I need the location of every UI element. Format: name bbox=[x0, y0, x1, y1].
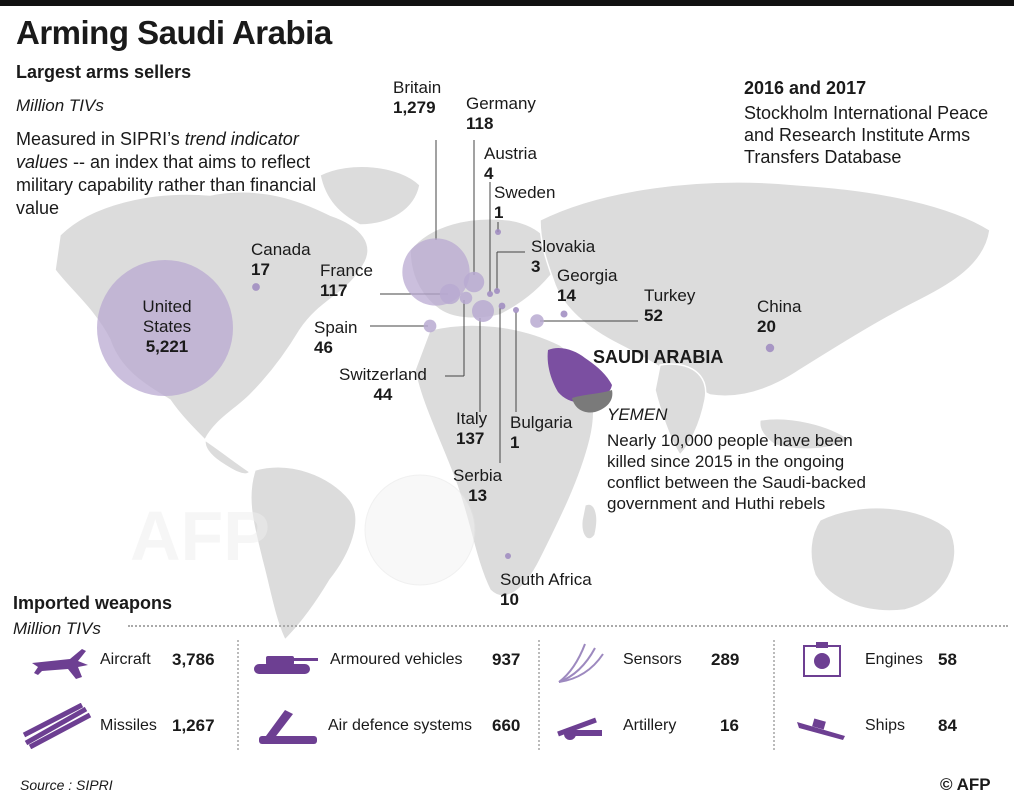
period-label: 2016 and 2017 bbox=[744, 78, 867, 98]
india-land bbox=[654, 363, 707, 457]
page-subtitle: Largest arms sellers bbox=[16, 62, 192, 82]
imports-title: Imported weapons bbox=[13, 593, 173, 613]
label-germany: Germany 118 bbox=[466, 94, 536, 133]
bubble-austria bbox=[487, 291, 493, 297]
description-em: trend indicator values bbox=[16, 129, 299, 172]
import-ships-value: 84 bbox=[938, 716, 957, 735]
import-engines-label: Engines bbox=[865, 651, 923, 668]
bubble-spain bbox=[423, 319, 437, 333]
import-armoured-value: 937 bbox=[492, 650, 521, 669]
label-switzerland: Switzerland 44 bbox=[339, 365, 427, 404]
bubble-united-states bbox=[97, 260, 233, 396]
top-rule bbox=[0, 0, 1014, 6]
import-sensors-value: 289 bbox=[711, 650, 740, 669]
greenland-land bbox=[319, 165, 421, 226]
unit-label: Million TIVs bbox=[16, 96, 104, 115]
yemen-shape bbox=[572, 390, 613, 413]
bubble-switzerland bbox=[459, 291, 473, 305]
svg-text:AFP: AFP bbox=[130, 497, 270, 575]
import-artillery-label: Artillery bbox=[623, 717, 677, 734]
asia-land bbox=[539, 181, 991, 397]
tank-icon bbox=[254, 656, 318, 674]
label-sweden: Sweden 1 bbox=[494, 183, 556, 222]
bubble-slovakia bbox=[494, 288, 500, 294]
label-france: France 117 bbox=[320, 261, 373, 300]
bubble-serbia bbox=[498, 302, 506, 310]
source-database: Stockholm International Peace and Resear… bbox=[744, 103, 989, 167]
label-turkey: Turkey 52 bbox=[644, 286, 696, 325]
bubble-bulgaria bbox=[513, 307, 519, 313]
label-bulgaria: Bulgaria 1 bbox=[510, 413, 573, 452]
bubble-sweden bbox=[495, 229, 501, 235]
sensor-icon bbox=[558, 643, 604, 683]
import-air-defence-value: 660 bbox=[492, 716, 521, 735]
missile-icon bbox=[22, 703, 92, 749]
bubble-south-africa bbox=[505, 553, 511, 559]
imports-unit: Million TIVs bbox=[13, 619, 101, 638]
bubble-georgia bbox=[560, 310, 568, 318]
yemen-note: Nearly 10,000 people have been killed si… bbox=[607, 431, 866, 513]
bubble-france bbox=[439, 283, 461, 305]
seller-bubbles bbox=[97, 229, 775, 559]
central-america-land bbox=[204, 438, 252, 475]
imports-column-separator bbox=[538, 640, 540, 750]
land-masses bbox=[54, 165, 991, 642]
bubble-turkey bbox=[530, 314, 544, 328]
source-note: Source : SIPRI bbox=[20, 777, 113, 793]
yemen-label: YEMEN bbox=[607, 405, 668, 424]
label-spain: Spain 46 bbox=[314, 318, 358, 357]
import-aircraft-label: Aircraft bbox=[100, 651, 151, 668]
label-britain: Britain 1,279 bbox=[393, 78, 442, 117]
label-georgia: Georgia 14 bbox=[557, 266, 618, 305]
engine-icon bbox=[803, 642, 841, 677]
page-title: Arming Saudi Arabia bbox=[16, 14, 332, 51]
bubble-italy bbox=[471, 299, 495, 323]
import-aircraft-value: 3,786 bbox=[172, 650, 215, 669]
import-engines-value: 58 bbox=[938, 650, 957, 669]
label-united-states: United States 5,221 bbox=[142, 297, 192, 356]
label-china: China 20 bbox=[757, 297, 802, 336]
import-sensors-label: Sensors bbox=[623, 651, 682, 668]
import-armoured-label: Armoured vehicles bbox=[330, 651, 463, 668]
label-italy: Italy 137 bbox=[456, 409, 488, 448]
description-prefix: Measured in SIPRI’s bbox=[16, 129, 185, 149]
leader-lines bbox=[370, 140, 638, 463]
south-america-land bbox=[250, 466, 357, 642]
afp-credit: © AFP bbox=[940, 775, 991, 794]
bubble-canada bbox=[252, 283, 260, 291]
saudi-arabia-label: SAUDI ARABIA bbox=[593, 347, 724, 367]
import-ships-label: Ships bbox=[865, 717, 906, 734]
label-south-africa: South Africa 10 bbox=[500, 570, 592, 609]
southeast-asia-land bbox=[758, 417, 852, 450]
bubble-china bbox=[765, 343, 775, 353]
australia-land bbox=[810, 506, 956, 612]
label-austria: Austria 4 bbox=[484, 144, 537, 183]
description: Measured in SIPRI’s trend indicator valu… bbox=[16, 128, 336, 220]
madagascar-land bbox=[580, 503, 598, 540]
label-slovakia: Slovakia 3 bbox=[531, 237, 596, 276]
label-canada: Canada 17 bbox=[251, 240, 311, 279]
label-serbia: Serbia 13 bbox=[453, 466, 503, 505]
artillery-icon bbox=[557, 717, 602, 740]
ship-icon bbox=[797, 718, 845, 740]
africa-land bbox=[414, 324, 595, 597]
imports-divider bbox=[128, 625, 1008, 627]
bubble-germany bbox=[463, 271, 485, 293]
air-defence-icon bbox=[259, 710, 317, 744]
description-suffix: -- an index that aims to reflect militar… bbox=[16, 152, 317, 218]
import-air-defence-label: Air defence systems bbox=[328, 717, 473, 734]
imports-column-separator bbox=[773, 640, 775, 750]
import-missiles-label: Missiles bbox=[100, 717, 157, 734]
imports-column-separator bbox=[237, 640, 239, 750]
aircraft-icon bbox=[32, 649, 88, 679]
import-missiles-value: 1,267 bbox=[172, 716, 215, 735]
saudi-arabia-shape bbox=[547, 347, 612, 403]
import-artillery-value: 16 bbox=[720, 716, 739, 735]
afp-watermark: AFP bbox=[130, 474, 476, 586]
